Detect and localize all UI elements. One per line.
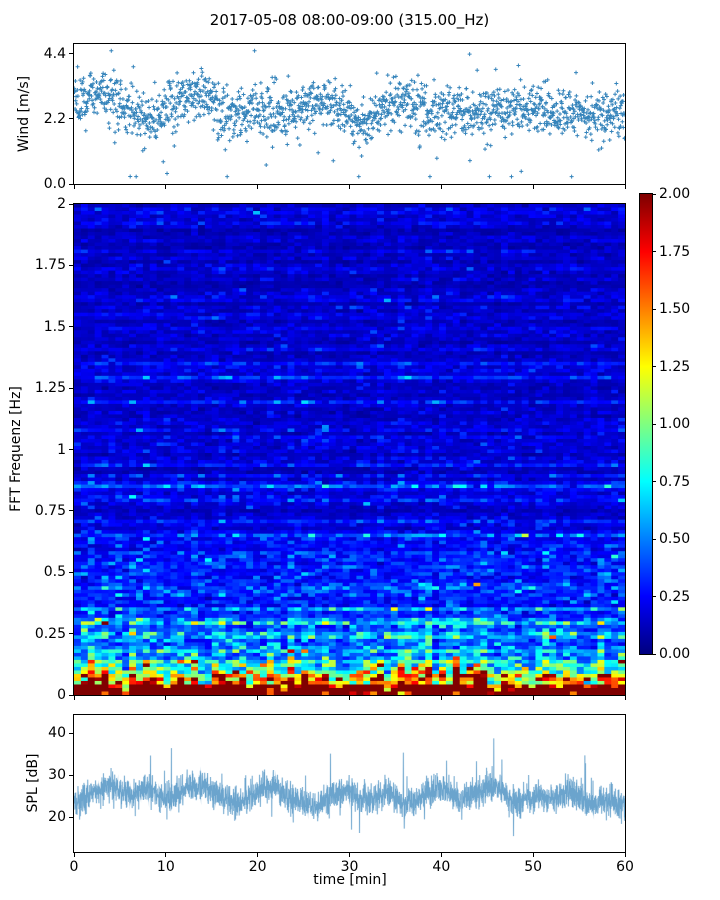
time-xtick-label: 20 [248, 859, 267, 875]
xtick [349, 853, 350, 857]
time-xtick-label: 40 [432, 859, 451, 875]
spectrogram-ytick-label: 1.75 [34, 257, 66, 274]
colorbar-tick [653, 423, 656, 425]
wind-ytick [69, 183, 73, 185]
spl-line-plot [73, 714, 626, 853]
time-xlabel: time [min] [313, 872, 387, 888]
spectrogram-ytick [69, 633, 73, 635]
spl-ytick [69, 774, 73, 776]
colorbar-tick [653, 481, 656, 482]
xtick [257, 185, 259, 189]
colorbar-tick-label: 0.00 [659, 646, 691, 662]
time-xtick-label: 0 [69, 859, 79, 875]
spectrogram-ytick [69, 510, 73, 512]
spectrogram-ytick-label: 0.25 [34, 625, 66, 642]
xtick [257, 853, 259, 857]
colorbar-tick-label: 0.50 [659, 531, 691, 547]
spl-ylabel: SPL [dB] [25, 753, 41, 813]
spectrogram-ytick [69, 387, 73, 389]
spectrogram-ytick-label: 2 [57, 196, 66, 212]
wind-ytick-label: 0.0 [43, 176, 66, 192]
xtick [165, 696, 167, 700]
colorbar-tick-label: 1.25 [659, 358, 691, 375]
colorbar-tick-label: 1.00 [659, 416, 691, 432]
colorbar-tick [653, 538, 656, 540]
colorbar-tick [653, 366, 656, 367]
xtick [440, 853, 442, 857]
spectrogram-ytick-label: 0.5 [43, 564, 66, 581]
spectrogram-ytick-label: 0 [57, 687, 66, 703]
colorbar-tick-label: 2.00 [659, 186, 691, 202]
xtick [532, 853, 534, 857]
spectrogram-ytick [69, 264, 73, 266]
colorbar-tick-label: 0.75 [659, 473, 691, 490]
spl-line-canvas [74, 715, 625, 852]
spl-ytick [69, 732, 73, 734]
xtick [440, 696, 442, 700]
spl-ytick-label: 20 [48, 809, 66, 826]
xtick [624, 853, 626, 857]
colorbar-tick [653, 308, 656, 310]
spectrogram-ytick-label: 1 [57, 441, 66, 458]
xtick [73, 853, 75, 857]
time-xtick-label: 60 [616, 859, 634, 875]
xtick [165, 853, 167, 857]
spectrogram-ytick-label: 1.5 [43, 318, 66, 335]
xtick [165, 185, 167, 189]
xtick [440, 185, 442, 189]
spectrogram-ytick [69, 203, 73, 205]
wind-ytick-label: 2.2 [43, 110, 66, 127]
colorbar-tick [653, 193, 656, 195]
colorbar-canvas [640, 194, 652, 654]
wind-ytick [69, 53, 73, 55]
colorbar-tick-label: 1.75 [659, 243, 691, 260]
spectrogram-ytick [69, 571, 73, 573]
time-xtick-label: 10 [156, 859, 175, 875]
colorbar-tick [653, 251, 656, 252]
xtick [349, 696, 350, 700]
colorbar-tick-label: 1.50 [659, 301, 691, 317]
wind-scatter-plot [73, 43, 626, 185]
spl-ytick [69, 816, 73, 818]
xtick [532, 185, 534, 189]
xtick [349, 185, 350, 189]
spectrogram-ytick [69, 326, 73, 328]
wind-ytick [69, 118, 73, 120]
spectrogram-plot [73, 203, 626, 696]
figure-title: 2017-05-08 08:00-09:00 (315.00_Hz) [209, 11, 490, 29]
xtick [73, 185, 75, 189]
spl-ytick-label: 30 [48, 767, 66, 784]
spectrogram-ytick [69, 694, 73, 696]
wind-scatter-canvas [74, 44, 625, 184]
colorbar [639, 193, 653, 655]
colorbar-tick [653, 653, 656, 655]
spl-ytick-label: 40 [48, 725, 66, 742]
wind-ylabel: Wind [m/s] [16, 75, 32, 153]
time-xtick-label: 30 [340, 859, 359, 875]
spectrogram-ytick-label: 0.75 [34, 502, 66, 519]
xtick [257, 696, 259, 700]
wind-ytick-label: 4.4 [43, 45, 66, 62]
spectrogram-ytick [69, 449, 73, 450]
xtick [532, 696, 534, 700]
colorbar-tick [653, 596, 656, 597]
xtick [73, 696, 75, 700]
spectrogram-ylabel: FFT Frequenz [Hz] [8, 386, 24, 512]
xtick [624, 696, 626, 700]
colorbar-tick-label: 0.25 [659, 588, 691, 605]
spectrogram-ytick-label: 1.25 [34, 380, 66, 397]
spectrogram-canvas [74, 204, 625, 695]
xtick [624, 185, 626, 189]
time-xtick-label: 50 [524, 859, 543, 875]
